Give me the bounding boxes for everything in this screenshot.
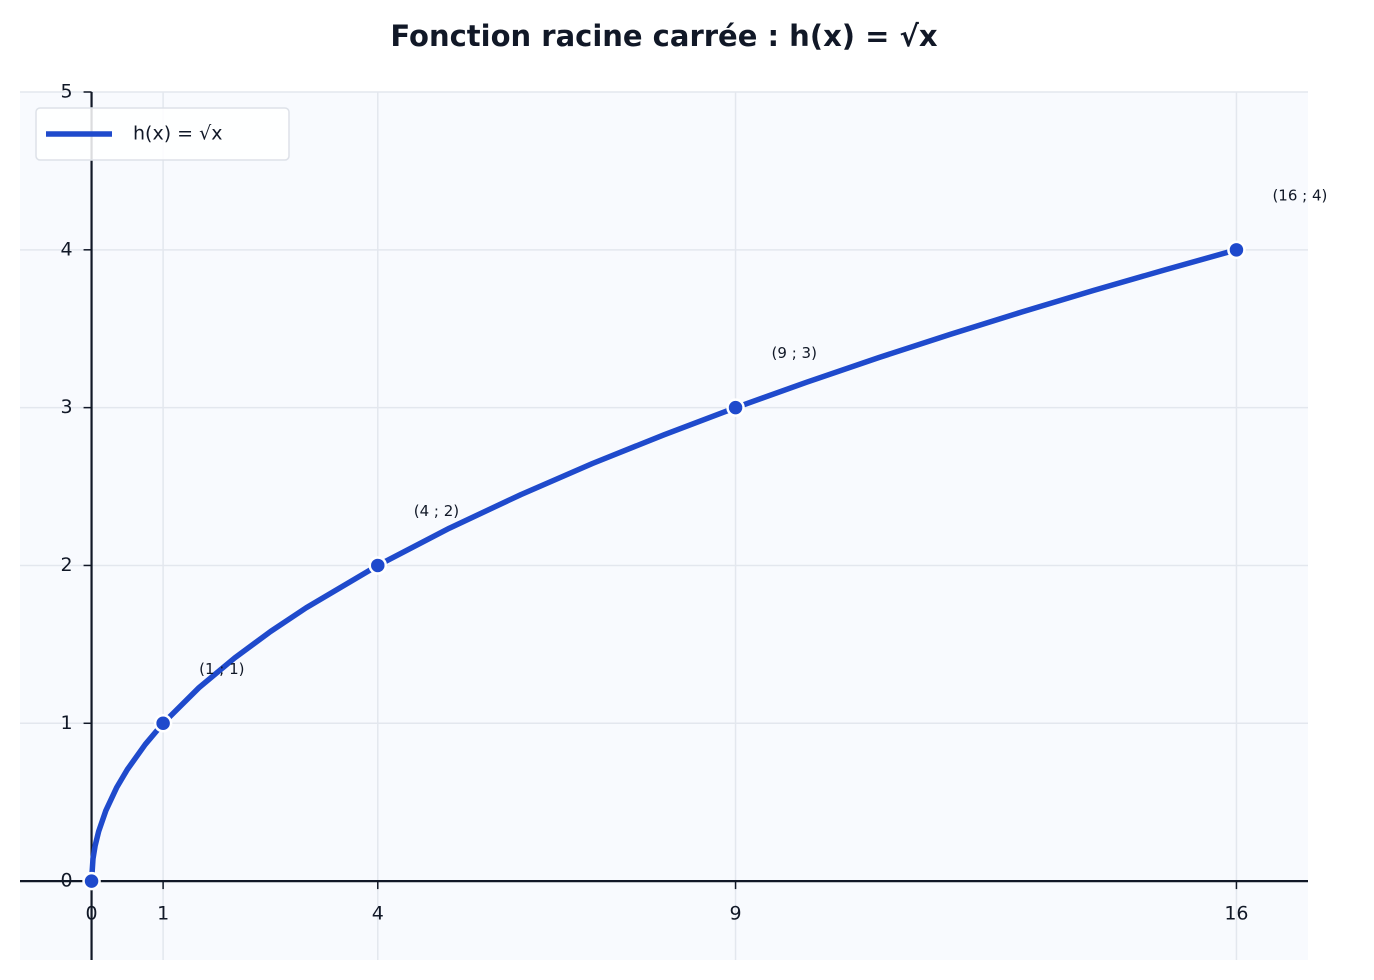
chart-title: Fonction racine carrée : h(x) = √x xyxy=(390,19,937,53)
x-tick-label: 0 xyxy=(86,903,98,925)
y-tick-label: 3 xyxy=(60,396,72,418)
point-marker xyxy=(726,398,745,417)
plot-area xyxy=(20,92,1308,960)
y-tick-label: 1 xyxy=(60,712,72,734)
annotation: (9 ; 3) xyxy=(772,344,817,362)
legend-box xyxy=(35,107,290,161)
point-marker xyxy=(82,871,101,891)
x-tick-label: 16 xyxy=(1224,903,1248,925)
annotation: (4 ; 2) xyxy=(414,502,459,520)
x-tick-label: 4 xyxy=(372,903,384,925)
y-tick-label: 0 xyxy=(60,870,72,892)
y-tick-label: 5 xyxy=(60,81,72,103)
y-tick-label: 4 xyxy=(60,238,72,260)
point-marker xyxy=(1227,240,1246,260)
annotation: (16 ; 4) xyxy=(1272,186,1327,204)
annotation: (1 ; 1) xyxy=(199,660,244,678)
x-tick-label: 1 xyxy=(157,903,169,925)
line-series xyxy=(88,247,1238,882)
x-tick-label: 9 xyxy=(730,903,742,925)
legend-label: h(x) = √x xyxy=(133,123,222,145)
y-tick-label: 2 xyxy=(60,554,72,576)
point-marker xyxy=(153,714,173,733)
point-marker xyxy=(368,556,388,575)
